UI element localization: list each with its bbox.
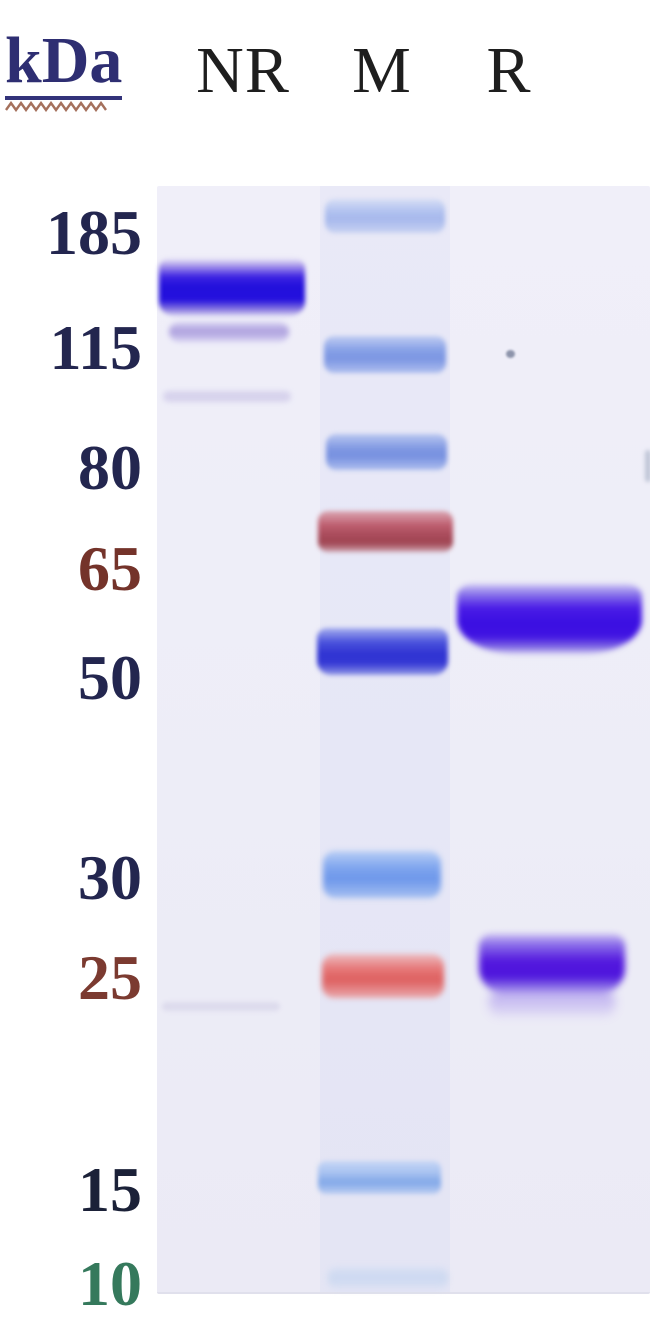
lane-header-r: R — [486, 34, 532, 107]
mw-label-15: 15 — [78, 1154, 142, 1225]
marker-lane-tint — [320, 186, 450, 1292]
lane-header-nr: NR — [196, 34, 290, 107]
gel-image — [157, 186, 650, 1294]
kda-unit-label: kDa — [5, 28, 123, 100]
mw-label-10: 10 — [78, 1248, 142, 1319]
mw-label-50: 50 — [78, 642, 142, 713]
mw-label-30: 30 — [78, 842, 142, 913]
mw-label-25: 25 — [78, 942, 142, 1013]
spellcheck-squiggle-icon — [5, 101, 107, 112]
mw-label-65: 65 — [78, 533, 142, 604]
mw-label-80: 80 — [78, 432, 142, 503]
kda-unit-label-wrap: kDa — [5, 28, 123, 112]
mw-label-185: 185 — [46, 197, 142, 268]
mw-label-115: 115 — [49, 312, 142, 383]
lane-header-m: M — [352, 34, 412, 107]
